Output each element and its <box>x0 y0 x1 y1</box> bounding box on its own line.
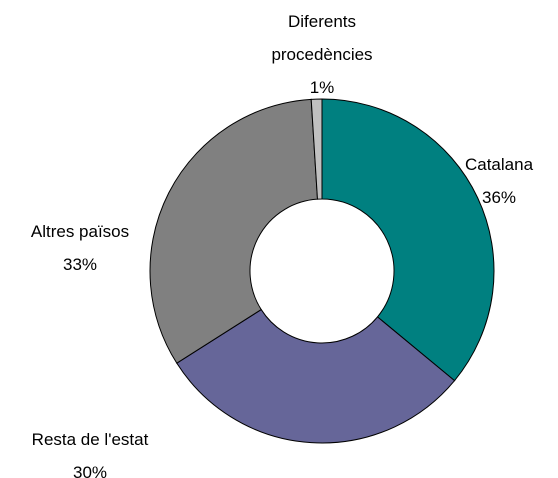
category-name: Catalana <box>464 155 534 174</box>
donut-slice <box>321 98 495 382</box>
slice-label: Altres països 33% <box>0 215 160 281</box>
donut-slice <box>176 308 456 444</box>
donut-slice <box>310 98 323 200</box>
value-label: 30% <box>72 463 108 478</box>
value-label: 36% <box>481 188 517 207</box>
slice-label: Catalana 36% <box>439 148 558 214</box>
slice-label: Resta de l'estat 30% <box>10 423 170 478</box>
category-name: Diferents procedències <box>271 12 373 64</box>
value-label: 33% <box>62 255 98 274</box>
category-name: Resta de l'estat <box>31 430 149 449</box>
donut-slice <box>149 98 319 364</box>
value-label: 1% <box>309 78 335 97</box>
slice-label: Diferents procedències 1% <box>247 5 397 104</box>
category-name: Altres països <box>30 222 130 241</box>
